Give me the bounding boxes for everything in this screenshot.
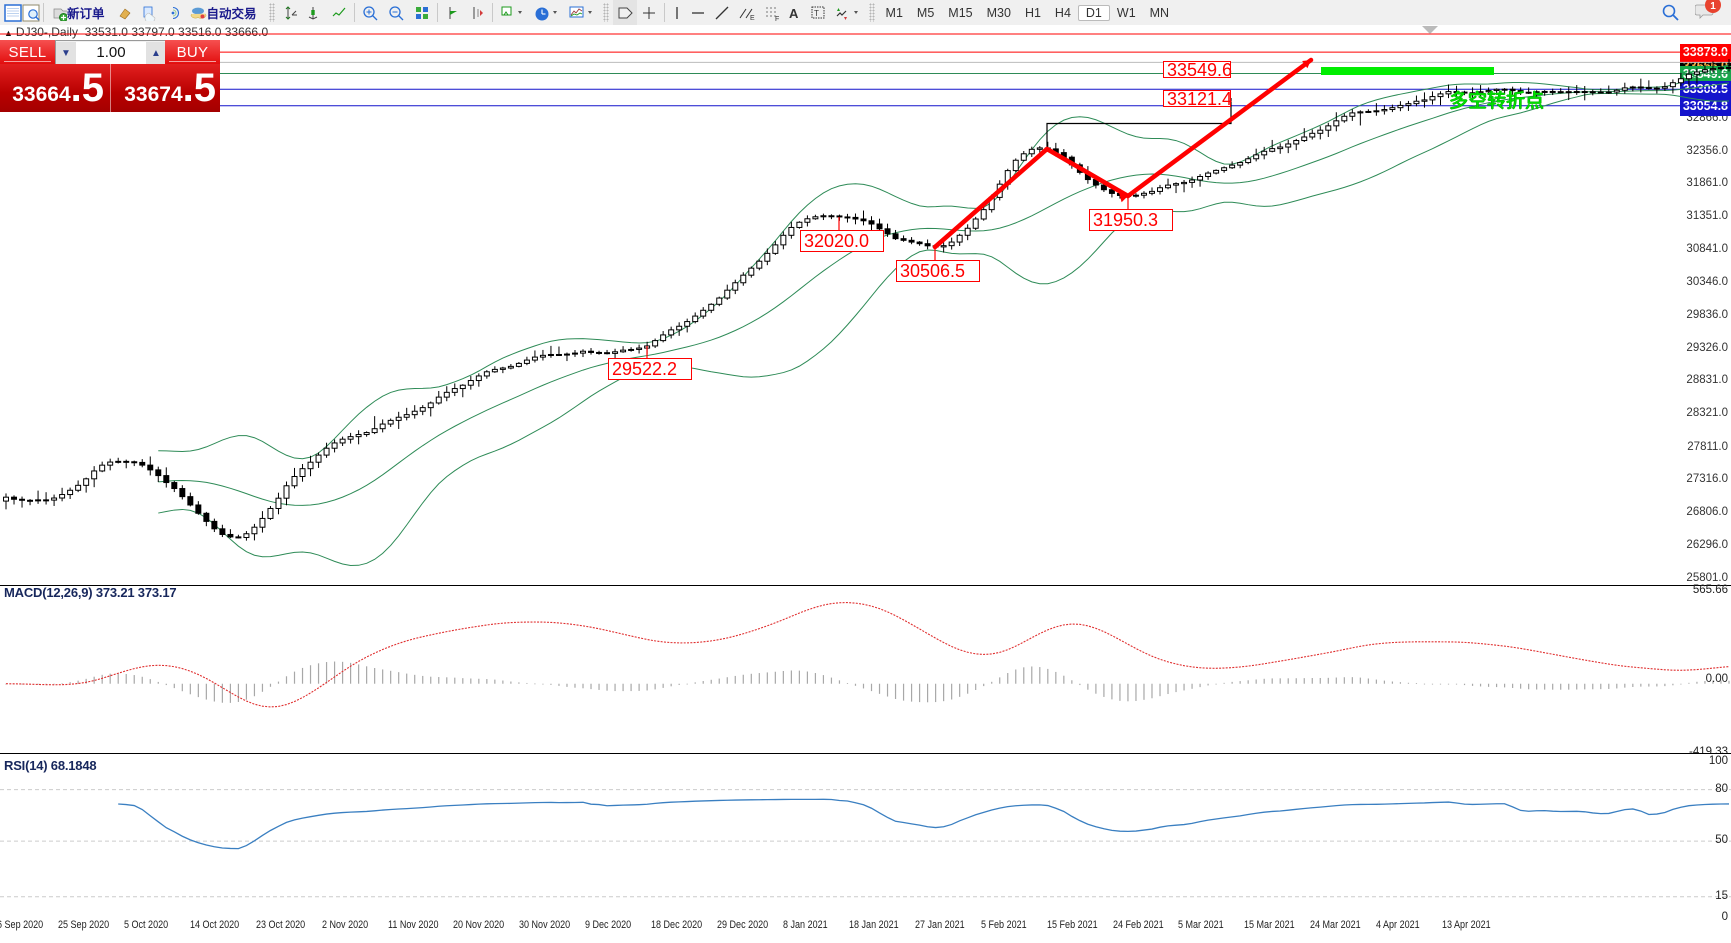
svg-text:1: 1 [1710,1,1716,12]
svg-text:T: T [814,9,819,18]
svg-text:F: F [775,16,779,21]
svg-text:E: E [750,15,755,21]
svg-text:A: A [789,6,799,21]
